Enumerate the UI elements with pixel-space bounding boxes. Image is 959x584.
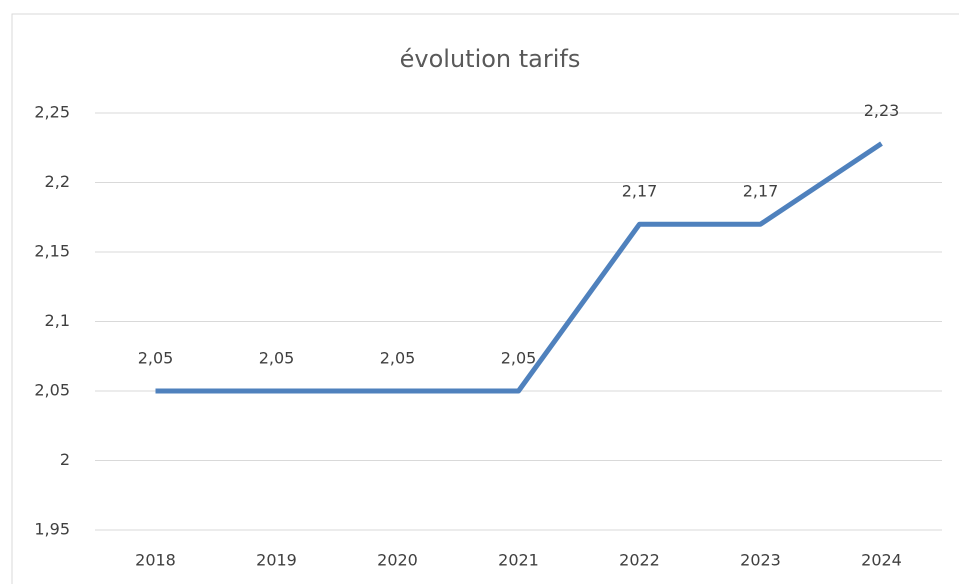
chart-frame bbox=[11, 13, 959, 584]
x-tick-label: 2019 bbox=[256, 551, 297, 570]
y-tick-label: 2,2 bbox=[45, 172, 70, 191]
x-tick-label: 2022 bbox=[619, 551, 660, 570]
data-label: 2,17 bbox=[743, 182, 779, 201]
data-label: 2,05 bbox=[501, 349, 537, 368]
x-tick-label: 2024 bbox=[861, 551, 902, 570]
y-tick-label: 2,25 bbox=[34, 103, 70, 122]
y-tick-label: 2 bbox=[60, 450, 70, 469]
x-tick-label: 2023 bbox=[740, 551, 781, 570]
chart-title: évolution tarifs bbox=[400, 45, 581, 73]
data-label: 2,05 bbox=[380, 349, 416, 368]
x-tick-label: 2021 bbox=[498, 551, 539, 570]
data-label: 2,05 bbox=[138, 349, 174, 368]
y-tick-label: 2,05 bbox=[34, 381, 70, 400]
y-tick-label: 1,95 bbox=[34, 520, 70, 539]
data-label: 2,05 bbox=[259, 349, 295, 368]
data-label: 2,17 bbox=[622, 182, 658, 201]
x-tick-label: 2018 bbox=[135, 551, 176, 570]
x-tick-label: 2020 bbox=[377, 551, 418, 570]
line bbox=[155, 141, 883, 394]
y-tick-label: 2,15 bbox=[34, 242, 70, 261]
data-label: 2,23 bbox=[864, 101, 900, 120]
y-tick-label: 2,1 bbox=[45, 311, 70, 330]
